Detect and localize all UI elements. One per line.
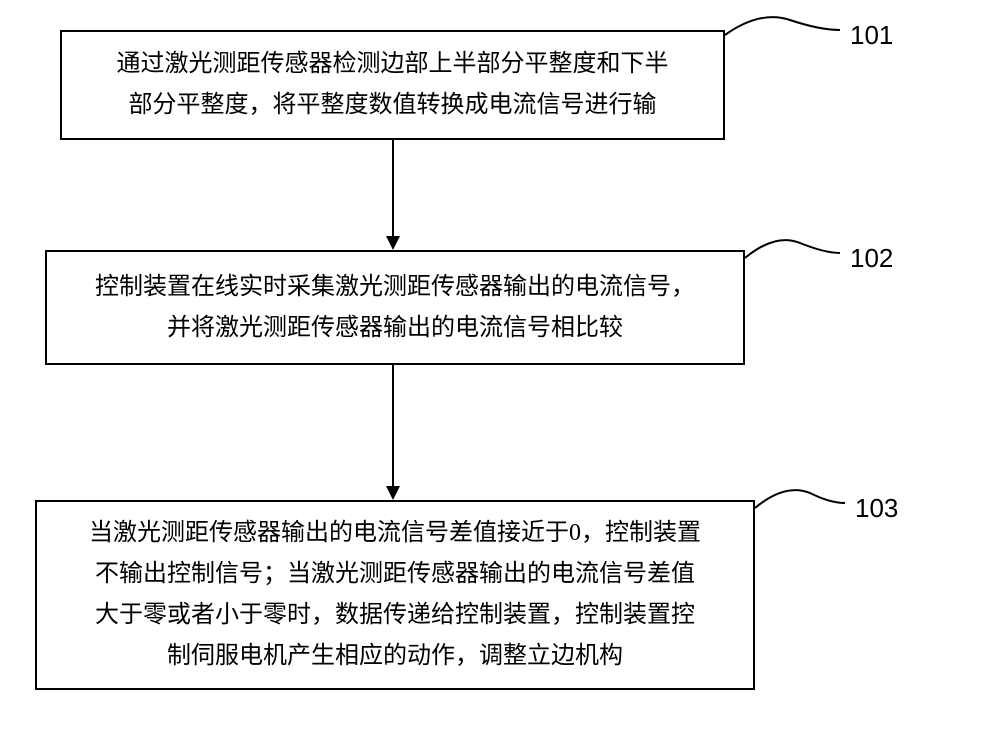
step-label-3: 103: [855, 493, 898, 524]
flowchart-container: 通过激光测距传感器检测边部上半部分平整度和下半 部分平整度，将平整度数值转换成电…: [0, 0, 1000, 744]
leader-line-3: [0, 0, 1000, 744]
